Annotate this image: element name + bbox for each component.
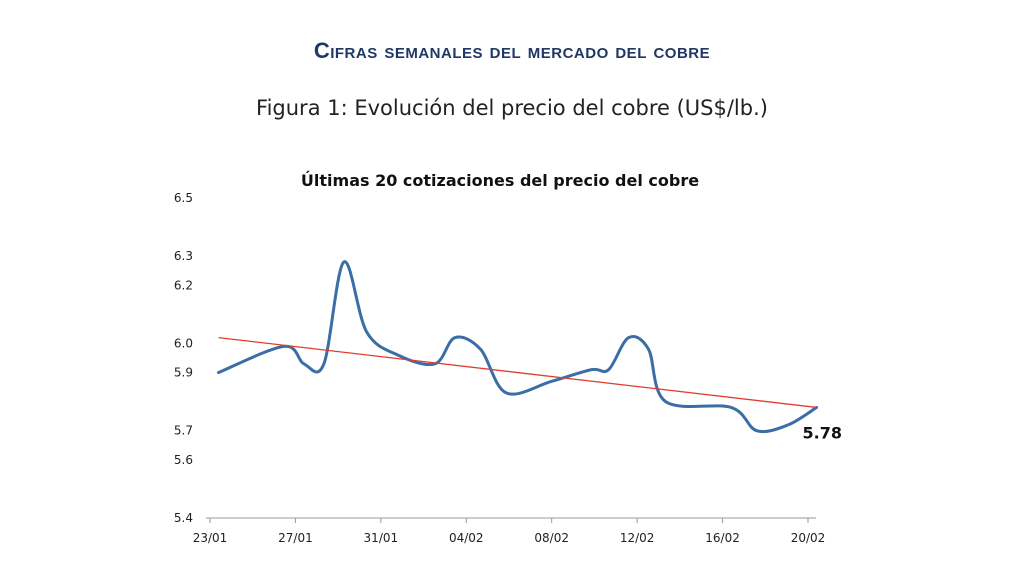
x-tick-label: 20/02 xyxy=(791,531,826,545)
x-tick-label: 23/01 xyxy=(193,531,228,545)
x-tick-label: 08/02 xyxy=(534,531,569,545)
y-tick-label: 6.5 xyxy=(174,191,193,205)
trendline xyxy=(218,336,817,409)
report-header-title: Cifras semanales del mercado del cobre xyxy=(313,38,711,63)
y-tick-label: 5.7 xyxy=(174,424,193,438)
x-tick-label: 27/01 xyxy=(278,531,313,545)
x-axis-ticks: 23/01 27/01 31/01 04/02 08/02 12/02 16/02 20/02 xyxy=(193,518,826,545)
chart-title: Últimas 20 cotizaciones del precio del c… xyxy=(301,171,699,190)
x-tick-label: 04/02 xyxy=(449,531,484,545)
y-tick-label: 5.9 xyxy=(174,366,193,380)
annotation-layer: 5.78 xyxy=(803,423,842,442)
figure-caption: Figura 1: Evolución del precio del cobre… xyxy=(256,96,768,120)
price-line-chart: Últimas 20 cotizaciones del precio del c… xyxy=(174,171,842,545)
x-tick-label: 16/02 xyxy=(705,531,740,545)
last-value-label: 5.78 xyxy=(803,423,842,442)
x-tick-label: 12/02 xyxy=(620,531,655,545)
y-tick-label: 6.3 xyxy=(174,249,193,263)
y-tick-label: 6.2 xyxy=(174,278,193,292)
series-layer xyxy=(217,260,819,434)
x-tick-label: 31/01 xyxy=(364,531,399,545)
y-tick-label: 6.0 xyxy=(174,336,193,350)
y-tick-label: 5.6 xyxy=(174,453,193,467)
y-axis-ticks: 5.4 5.6 5.7 5.9 6.0 6.2 6.3 6.5 xyxy=(174,191,193,525)
y-tick-label: 5.4 xyxy=(174,511,193,525)
price-series-line xyxy=(217,260,819,434)
